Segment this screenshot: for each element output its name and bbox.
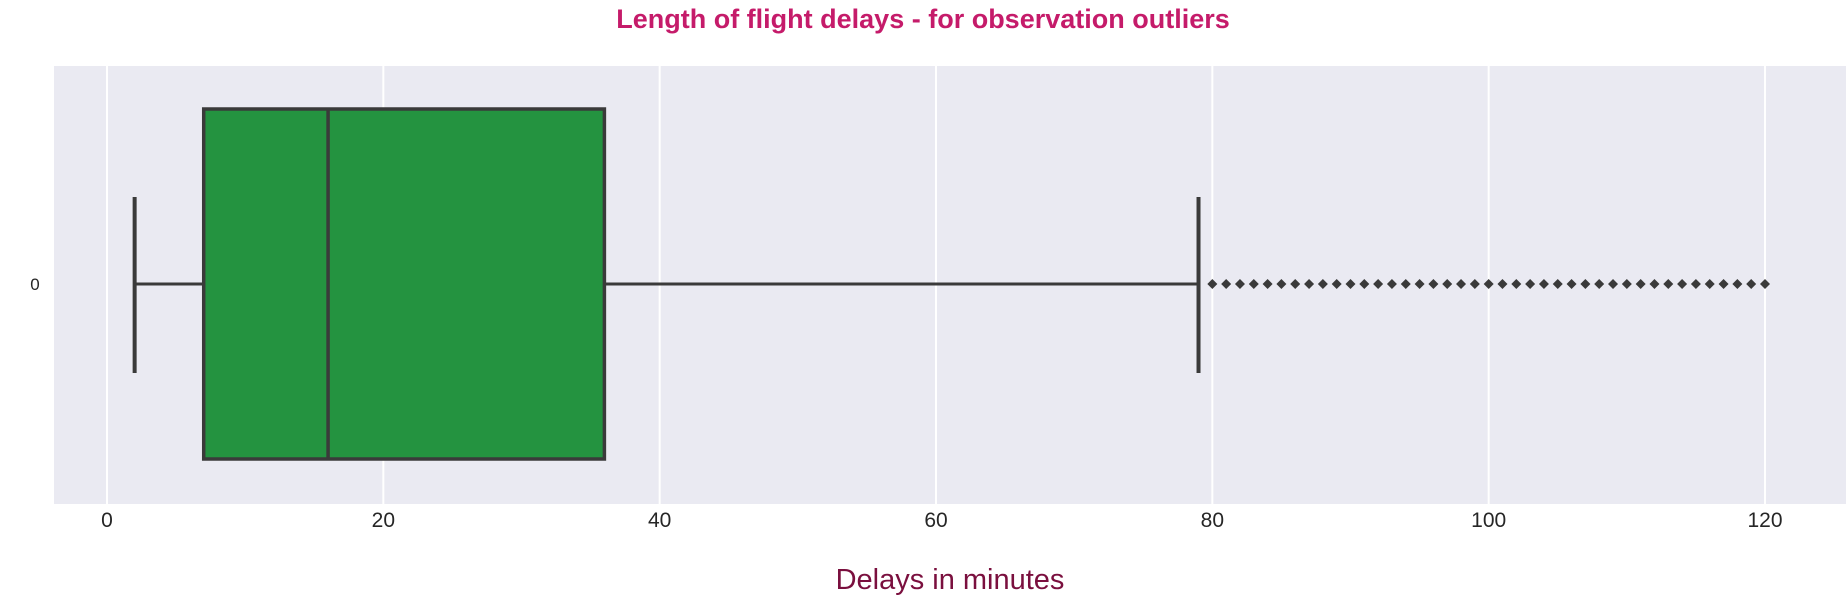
x-axis-ticks: 0 20 40 60 80 100 120 xyxy=(101,509,1782,532)
outlier-point-10 xyxy=(1345,279,1356,289)
outlier-point-5 xyxy=(1276,279,1287,289)
chart-title: Length of flight delays - for observatio… xyxy=(616,4,1230,34)
outlier-point-2 xyxy=(1234,279,1245,289)
outlier-point-14 xyxy=(1400,279,1411,289)
outlier-point-36 xyxy=(1704,279,1715,289)
outlier-point-17 xyxy=(1442,279,1453,289)
x-tick-label-20: 20 xyxy=(372,509,395,532)
x-tick-label-80: 80 xyxy=(1201,509,1224,532)
outlier-point-3 xyxy=(1248,279,1259,289)
iqr-box xyxy=(201,107,607,461)
x-tick-label-60: 60 xyxy=(924,509,947,532)
outlier-point-38 xyxy=(1732,279,1743,289)
outlier-point-23 xyxy=(1525,279,1536,289)
outlier-point-1 xyxy=(1221,279,1232,289)
x-tick-label-0: 0 xyxy=(101,509,113,532)
x-tick-label-40: 40 xyxy=(648,509,671,532)
outlier-point-7 xyxy=(1304,279,1315,289)
outlier-point-37 xyxy=(1718,279,1729,289)
x-tick-label-120: 120 xyxy=(1747,509,1782,532)
outlier-point-40 xyxy=(1760,279,1770,289)
outlier-point-12 xyxy=(1373,279,1384,289)
box-group xyxy=(132,107,1201,461)
outlier-point-25 xyxy=(1552,279,1563,289)
x-tick-label-100: 100 xyxy=(1471,509,1506,532)
outlier-points xyxy=(1207,279,1770,289)
outlier-point-32 xyxy=(1649,279,1660,289)
outlier-point-34 xyxy=(1677,279,1688,289)
outlier-point-18 xyxy=(1456,279,1467,289)
outlier-point-9 xyxy=(1331,279,1342,289)
outlier-point-15 xyxy=(1414,279,1425,289)
outlier-point-27 xyxy=(1580,279,1591,289)
outlier-point-0 xyxy=(1207,279,1218,289)
outlier-point-11 xyxy=(1359,279,1370,289)
outlier-point-19 xyxy=(1469,279,1480,289)
outlier-point-24 xyxy=(1538,279,1549,289)
outlier-point-33 xyxy=(1663,279,1674,289)
outlier-point-4 xyxy=(1262,279,1273,289)
outlier-point-29 xyxy=(1608,279,1619,289)
outlier-point-16 xyxy=(1428,279,1439,289)
outlier-point-28 xyxy=(1594,279,1605,289)
outlier-point-30 xyxy=(1621,279,1632,289)
x-axis-label: Delays in minutes xyxy=(836,564,1065,596)
outlier-point-8 xyxy=(1317,279,1328,289)
outlier-point-22 xyxy=(1511,279,1522,289)
outlier-point-20 xyxy=(1483,279,1494,289)
y-axis-ticks: 0 xyxy=(30,275,39,294)
outlier-point-21 xyxy=(1497,279,1508,289)
outlier-point-6 xyxy=(1290,279,1301,289)
outlier-point-31 xyxy=(1635,279,1646,289)
outlier-point-35 xyxy=(1690,279,1701,289)
y-tick-label-0: 0 xyxy=(30,275,39,294)
outlier-point-26 xyxy=(1566,279,1577,289)
outlier-point-39 xyxy=(1746,279,1757,289)
outlier-point-13 xyxy=(1386,279,1397,289)
